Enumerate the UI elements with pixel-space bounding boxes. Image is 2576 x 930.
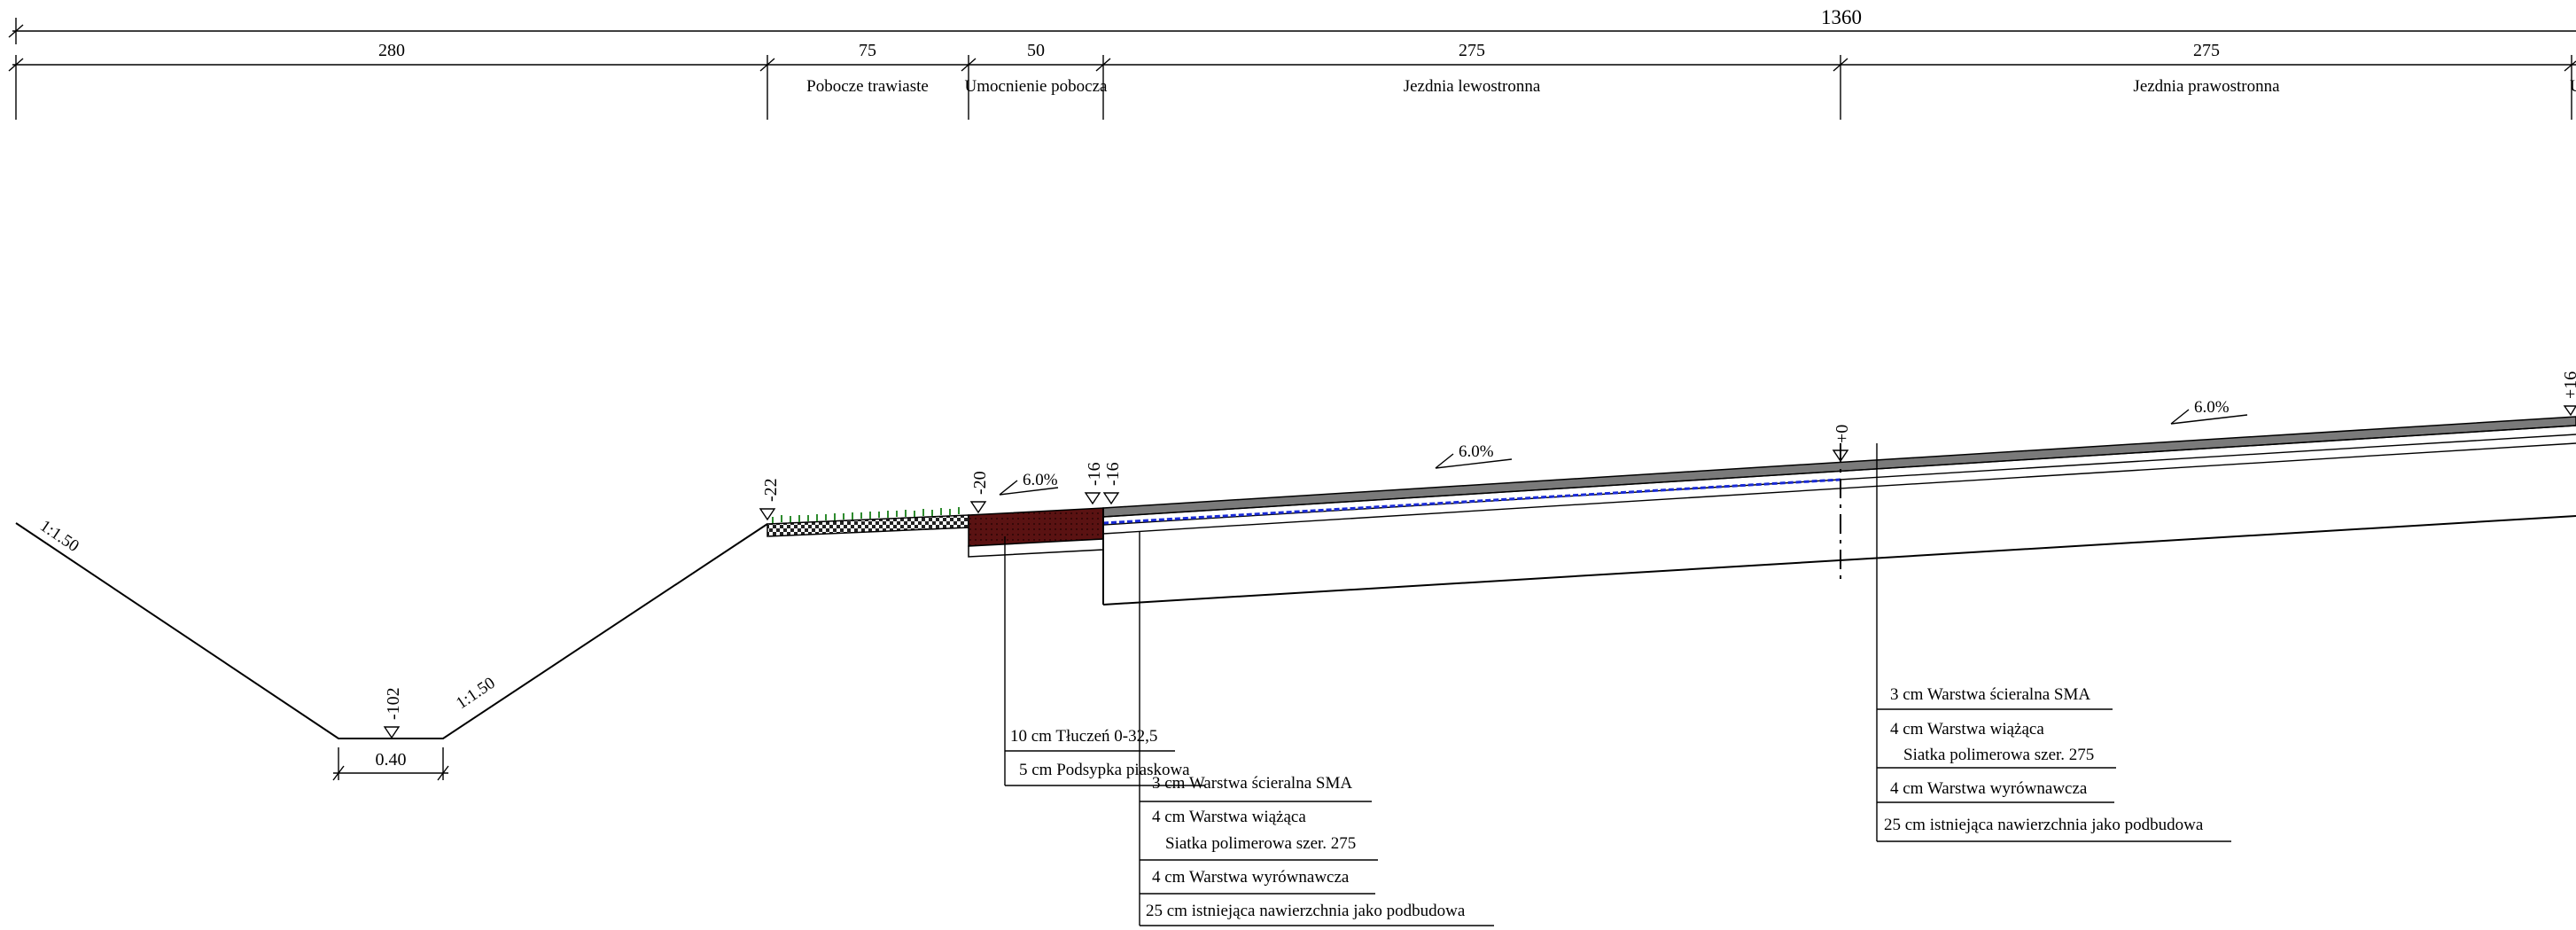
left-layer-1: 3 cm Warstwa ścieralna SMA <box>1152 774 1352 793</box>
elev-right-edge: +16 <box>2561 371 2576 399</box>
dim-50: 50 <box>1027 41 1045 60</box>
label-cut-edge: U <box>2570 77 2576 96</box>
elev-ditch-bottom: -102 <box>384 687 403 720</box>
shoulder-layer-2: 5 cm Podsypka piaskowa <box>1019 761 1190 779</box>
elev-shoulder-edge: -20 <box>970 471 990 495</box>
shoulder-layer-callout: 10 cm Tłuczeń 0-32,5 5 cm Podsypka piask… <box>1004 536 1205 786</box>
left-layer-4: 4 cm Warstwa wyrównawcza <box>1152 868 1350 887</box>
right-layer-1: 3 cm Warstwa ścieralna SMA <box>1890 685 2090 704</box>
left-slope-label: 1:1.50 <box>36 517 82 556</box>
right-layer-5: 25 cm istniejąca nawierzchnia jako podbu… <box>1884 816 2204 834</box>
elev-pave-edge-b: -16 <box>1103 462 1123 486</box>
elev-pave-edge-a: -16 <box>1085 462 1104 486</box>
label-left-lane: Jezdnia lewostronna <box>1404 77 1541 96</box>
shoulder-reinforcement: -20 6.0% <box>968 471 1104 558</box>
dim-275-left: 275 <box>1459 41 1485 60</box>
elev-axis: +0 <box>1833 425 1852 443</box>
grass-shoulder: -22 <box>759 478 969 537</box>
crossfall-left-lane: 6.0% <box>1459 442 1494 461</box>
left-layer-2: 4 cm Warstwa wiążąca <box>1152 808 1306 826</box>
pavement-structure: -16 -16 +0 +16 6.0% 6.0% <box>1084 371 2576 606</box>
elev-grass-edge: -22 <box>761 478 781 502</box>
label-grass-shoulder: Pobocze trawiaste <box>806 77 929 96</box>
left-layer-3: Siatka polimerowa szer. 275 <box>1165 834 1356 853</box>
dim-75: 75 <box>859 41 876 60</box>
segment-dimension-line: 280 75 50 275 275 <box>8 41 2576 120</box>
right-pavement-callout: 3 cm Warstwa ścieralna SMA 4 cm Warstwa … <box>1876 443 2231 842</box>
right-layer-4: 4 cm Warstwa wyrównawcza <box>1890 779 2088 798</box>
crossfall-shoulder: 6.0% <box>1023 471 1058 489</box>
segment-labels: Pobocze trawiaste Umocnienie pobocza Jez… <box>806 77 2576 96</box>
shoulder-layer-1: 10 cm Tłuczeń 0-32,5 <box>1010 727 1157 746</box>
left-pavement-callout: 3 cm Warstwa ścieralna SMA 4 cm Warstwa … <box>1139 532 1494 926</box>
crossfall-right-lane: 6.0% <box>2194 398 2230 417</box>
dim-280: 280 <box>378 41 405 60</box>
left-layer-5: 25 cm istniejąca nawierzchnia jako podbu… <box>1146 902 1466 920</box>
right-layer-2: 4 cm Warstwa wiążąca <box>1890 720 2044 739</box>
total-dimension-label: 1360 <box>1821 6 1862 28</box>
ditch-width-label: 0.40 <box>376 750 407 770</box>
total-dimension-line: 1360 <box>8 6 2576 44</box>
label-shoulder-reinforcement: Umocnienie pobocza <box>965 77 1108 96</box>
ditch-profile: 0.40 1:1.50 1:1.50 -102 <box>15 517 768 781</box>
dim-275-right: 275 <box>2193 41 2220 60</box>
label-right-lane: Jezdnia prawostronna <box>2133 77 2280 96</box>
right-layer-3: Siatka polimerowa szer. 275 <box>1903 746 2094 764</box>
